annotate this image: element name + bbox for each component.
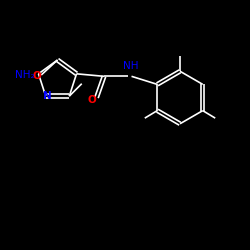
Text: NH₂: NH₂: [16, 70, 35, 80]
Text: N: N: [42, 91, 51, 101]
Text: O: O: [33, 71, 42, 81]
Text: NH: NH: [123, 61, 138, 71]
Text: O: O: [87, 95, 96, 105]
